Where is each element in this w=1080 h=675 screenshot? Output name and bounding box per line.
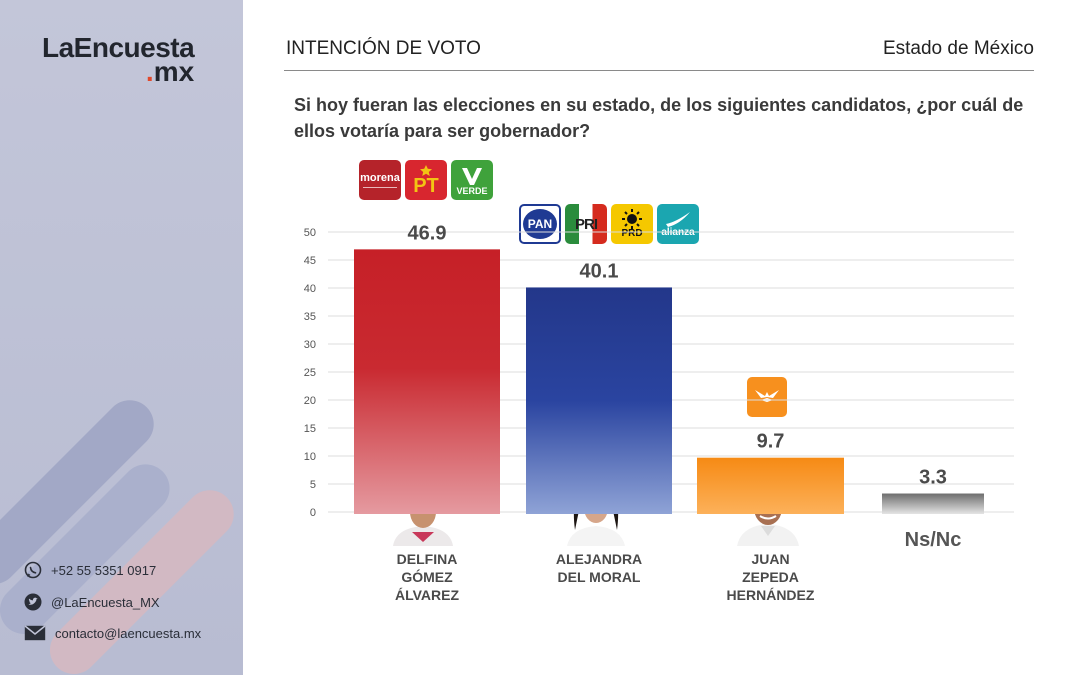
bar-1 (526, 287, 672, 514)
contact-twitter[interactable]: @LaEncuesta_MX (24, 593, 160, 611)
y-tick-label: 25 (304, 367, 316, 379)
pt-logo-text: PT (413, 174, 439, 197)
verde-logo-text: VERDE (456, 185, 488, 196)
brand-domain: .mx (145, 56, 195, 87)
pri-logo-text: PRI (574, 215, 598, 233)
y-tick-label: 35 (304, 311, 316, 323)
whatsapp-icon (24, 561, 42, 579)
contact-email-text: contacto@laencuesta.mx (55, 625, 202, 641)
y-tick-label: 20 (304, 395, 316, 407)
category-label: HERNÁNDEZ (727, 587, 815, 603)
verde-logo: VERDE (451, 160, 493, 200)
star-icon (420, 164, 432, 176)
brand-logo: LaEncuesta .mx (42, 32, 195, 87)
brand-name: LaEncuesta (42, 32, 195, 63)
y-tick-label: 0 (310, 507, 316, 519)
data-label: 40.1 (580, 260, 619, 282)
category-label: ÁLVAREZ (395, 587, 459, 603)
movimiento-ciudadano-logo (747, 377, 787, 417)
bar-0 (354, 249, 500, 515)
bar-3 (882, 493, 984, 514)
contact-twitter-text: @LaEncuesta_MX (51, 594, 160, 610)
survey-question: Si hoy fueran las elecciones en su estad… (294, 95, 1024, 141)
category-label: DEL MORAL (558, 569, 641, 585)
category-label: ALEJANDRA (556, 551, 642, 567)
category-label: ZEPEDA (742, 569, 799, 585)
category-label: GÓMEZ (401, 568, 453, 585)
y-tick-label: 30 (304, 339, 316, 351)
contact-phone-text: +52 55 5351 0917 (51, 562, 157, 578)
morena-logo: morena (359, 160, 401, 200)
category-label: DELFINA (397, 551, 458, 567)
category-label: JUAN (751, 551, 789, 567)
pan-logo-text: PAN (527, 217, 553, 231)
y-tick-label: 40 (304, 283, 316, 295)
prd-logo: PRD (611, 204, 653, 244)
page-region: Estado de México (882, 38, 1034, 59)
sidebar: LaEncuesta .mx +52 55 5351 0917 @LaEncue… (0, 0, 243, 675)
contact-email[interactable]: contacto@laencuesta.mx (24, 625, 201, 641)
data-label: 3.3 (919, 467, 947, 489)
sun-icon (622, 209, 642, 229)
header-divider (284, 70, 1034, 71)
pt-logo: PT (405, 160, 447, 200)
data-label: 9.7 (757, 431, 785, 453)
mail-icon (24, 625, 46, 641)
y-tick-label: 10 (304, 451, 316, 463)
y-tick-label: 45 (304, 255, 316, 267)
y-tick-label: 50 (304, 227, 316, 239)
data-label: 46.9 (408, 222, 447, 244)
y-tick-label: 5 (310, 479, 316, 491)
bar-2 (697, 457, 844, 514)
wave-icon (666, 212, 690, 227)
twitter-icon (24, 593, 42, 611)
page-title: INTENCIÓN DE VOTO (286, 38, 481, 59)
pri-logo: PRI (565, 204, 607, 244)
pan-logo: PAN (519, 204, 561, 244)
y-tick-label: 15 (304, 423, 316, 435)
category-label: Ns/Nc (905, 529, 962, 551)
morena-logo-text: morena (360, 171, 400, 184)
prd-logo-text: PRD (621, 228, 643, 239)
toucan-icon (462, 167, 482, 185)
contact-phone[interactable]: +52 55 5351 0917 (24, 561, 156, 579)
